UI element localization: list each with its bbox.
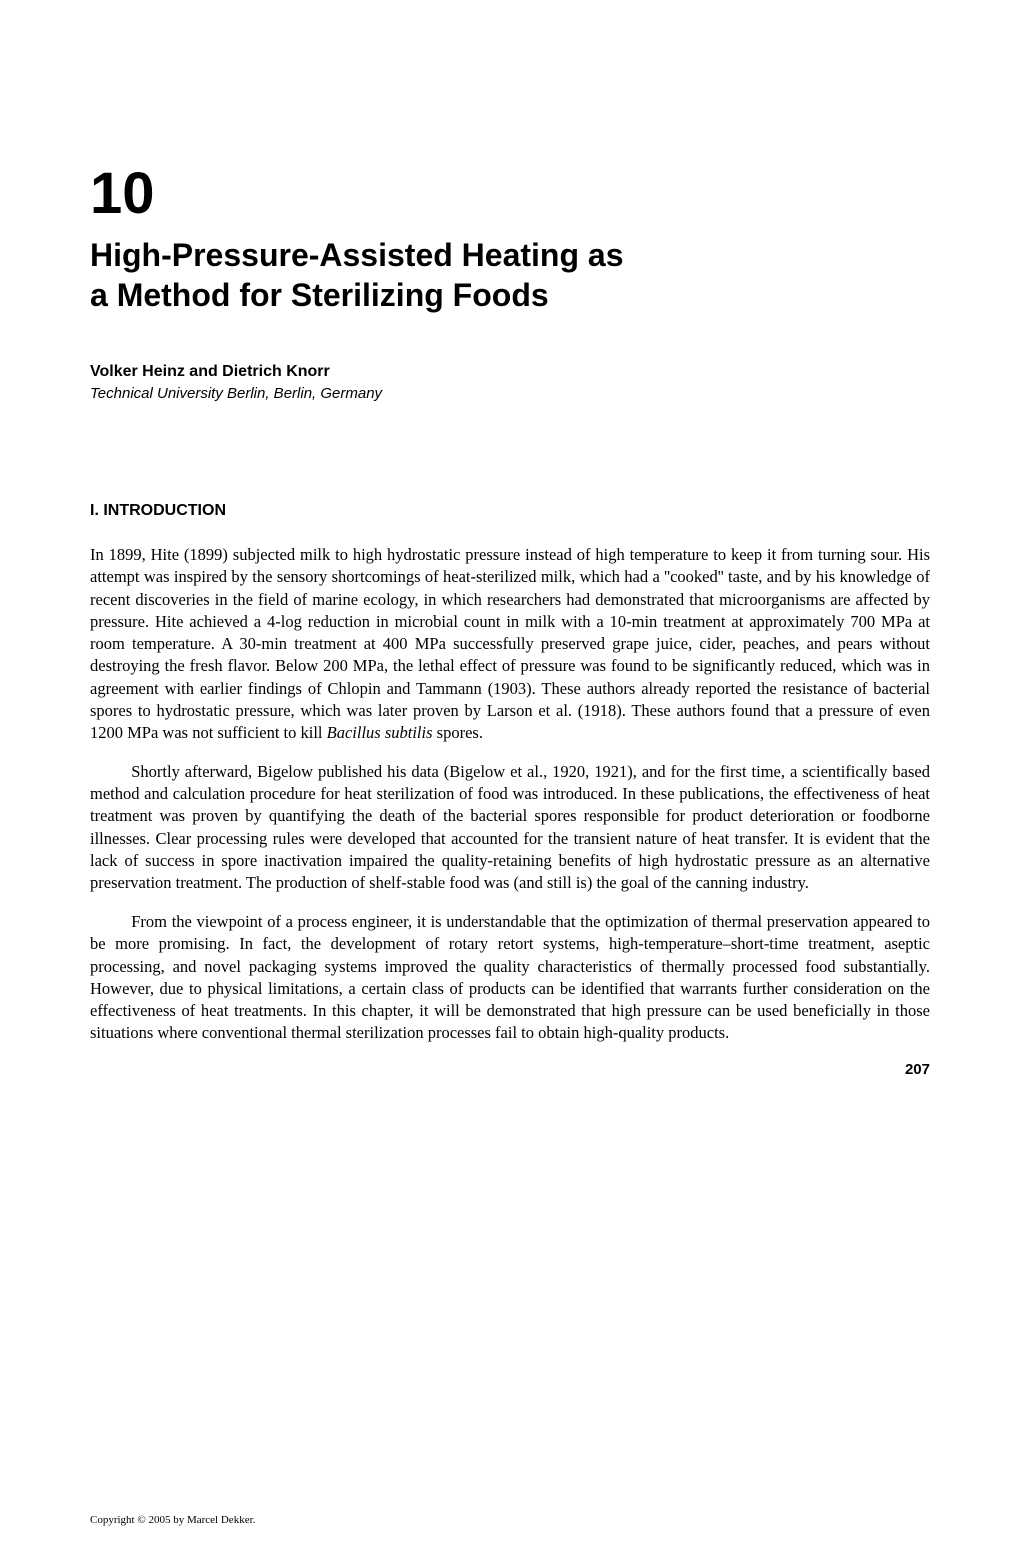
page-number: 207: [90, 1061, 930, 1078]
paragraph-1: In 1899, Hite (1899) subjected milk to h…: [90, 544, 930, 744]
copyright-notice: Copyright © 2005 by Marcel Dekker.: [90, 1514, 255, 1526]
p1-text-part1: In 1899, Hite (1899) subjected milk to h…: [90, 545, 930, 742]
p1-text-part2: spores.: [433, 723, 483, 742]
authors: Volker Heinz and Dietrich Knorr: [90, 363, 930, 381]
section-heading: I. INTRODUCTION: [90, 502, 930, 520]
chapter-title-line1: High-Pressure-Assisted Heating as: [90, 237, 624, 273]
affiliation: Technical University Berlin, Berlin, Ger…: [90, 385, 930, 402]
page-content: 10 High-Pressure-Assisted Heating as a M…: [0, 0, 1020, 1128]
chapter-title: High-Pressure-Assisted Heating as a Meth…: [90, 235, 930, 315]
species-name: Bacillus subtilis: [327, 723, 433, 742]
paragraph-2: Shortly afterward, Bigelow published his…: [90, 761, 930, 895]
chapter-number: 10: [90, 160, 930, 227]
paragraph-3: From the viewpoint of a process engineer…: [90, 911, 930, 1045]
chapter-title-line2: a Method for Sterilizing Foods: [90, 277, 549, 313]
